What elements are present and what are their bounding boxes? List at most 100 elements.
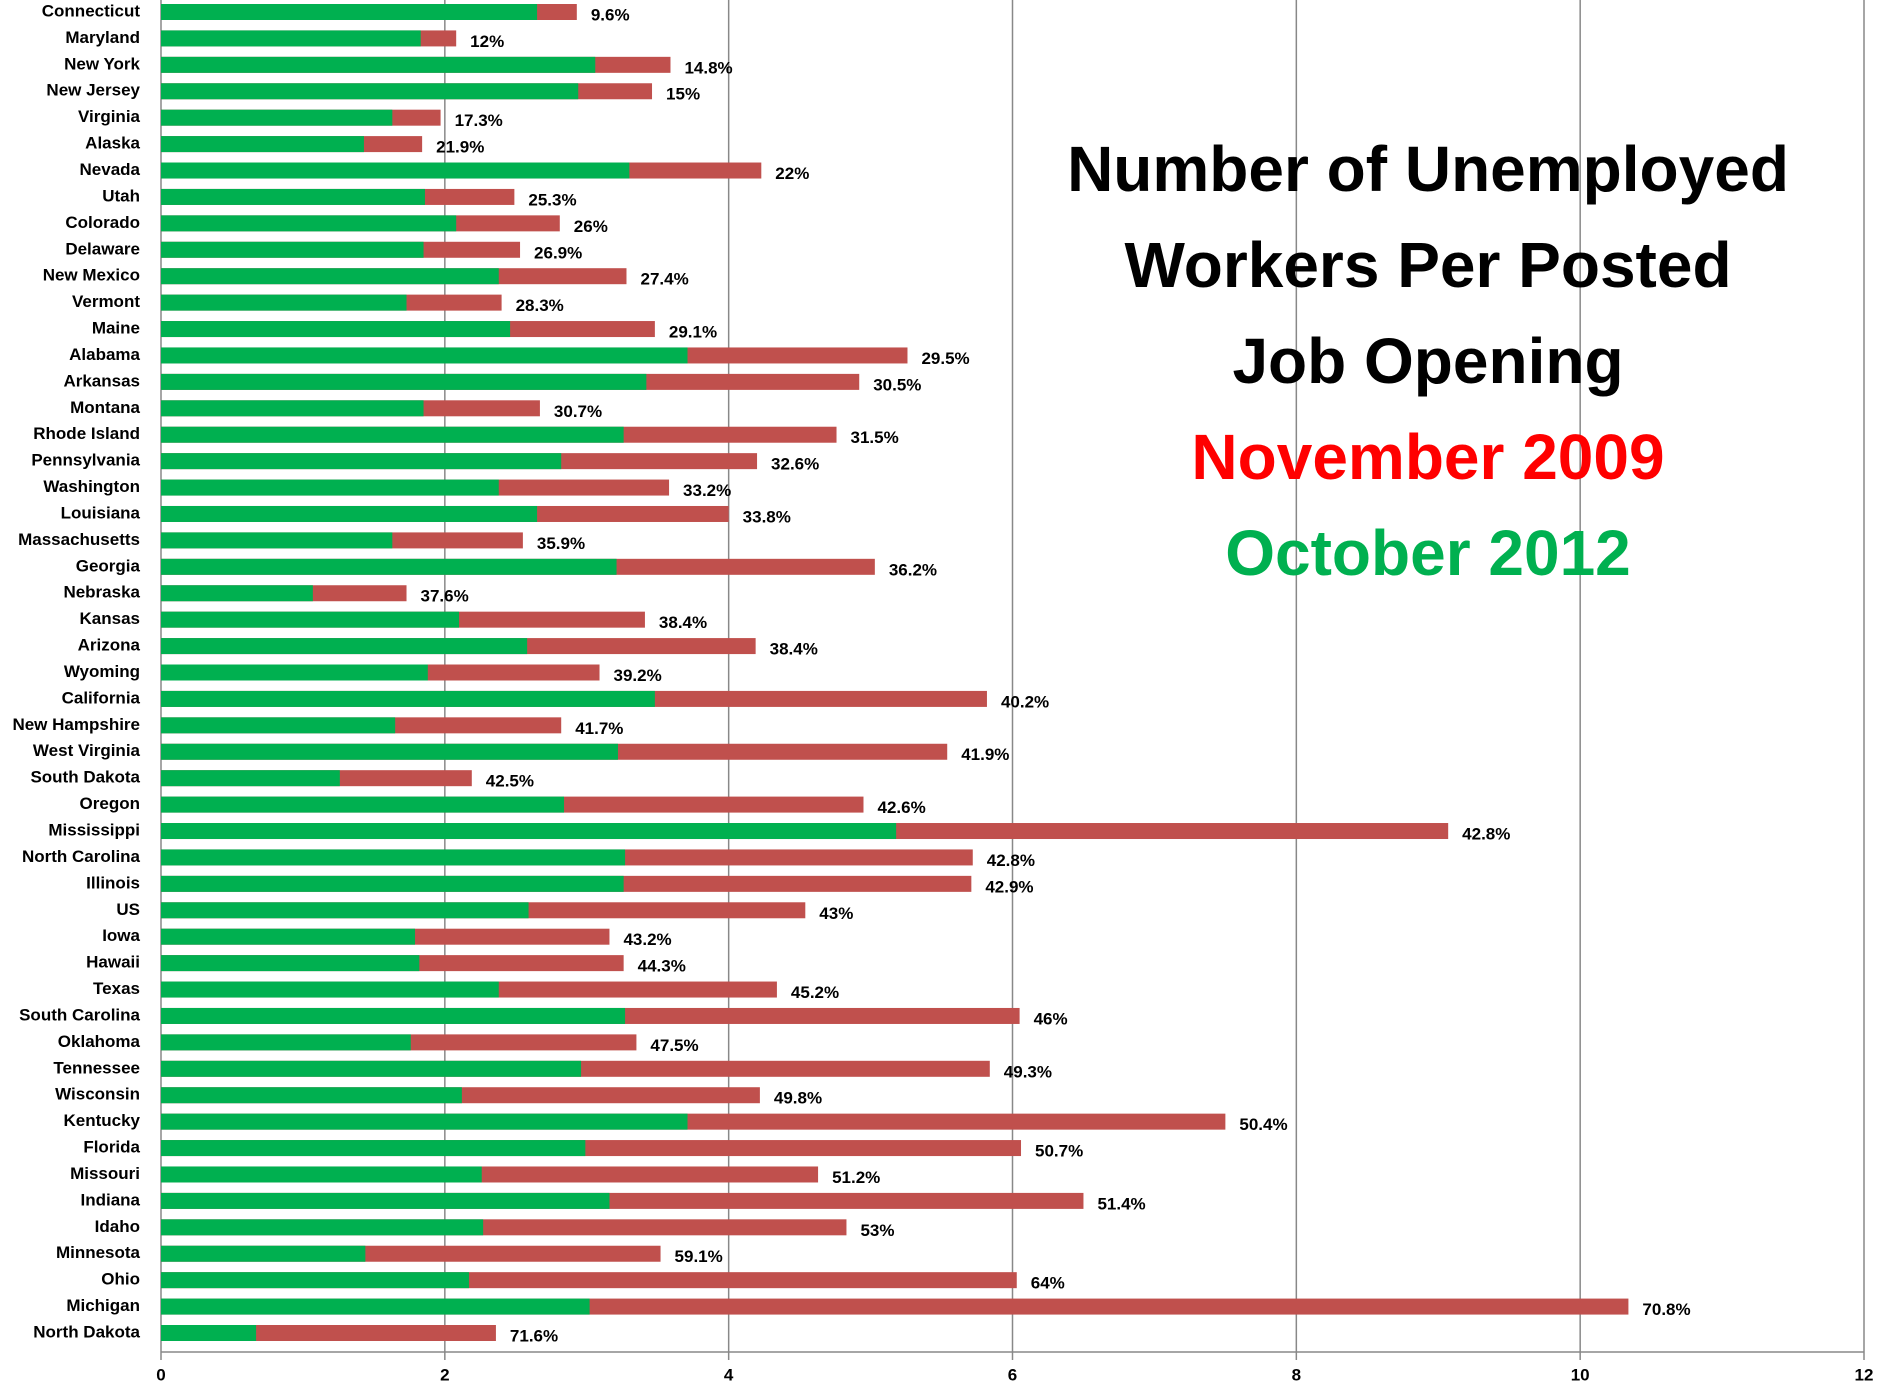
y-tick-label: West Virginia (33, 741, 141, 760)
annotation: 45.2% (791, 983, 839, 1002)
x-tick-label: 0 (156, 1365, 165, 1383)
x-tick-label: 12 (1855, 1365, 1874, 1383)
y-tick-label: Louisiana (61, 503, 141, 522)
annotation: 39.2% (614, 666, 662, 685)
y-tick-label: Vermont (72, 292, 140, 311)
bar (161, 294, 407, 311)
annotation: 38.4% (770, 640, 818, 659)
y-tick-label: New Hampshire (12, 715, 140, 734)
annotation: 42.9% (985, 877, 1033, 896)
y-tick-label: Kentucky (63, 1111, 140, 1130)
y-tick-label: Alabama (69, 345, 140, 364)
y-tick-label: Nevada (80, 160, 141, 179)
y-tick-label: Arkansas (63, 371, 140, 390)
annotation: 42.5% (486, 772, 534, 791)
y-tick-label: Florida (83, 1138, 140, 1157)
bar (161, 585, 313, 602)
bar (161, 558, 617, 575)
annotation: 35.9% (537, 534, 585, 553)
bar (161, 743, 618, 760)
annotation: 14.8% (684, 58, 732, 77)
annotation: 43.2% (623, 930, 671, 949)
y-tick-label: Michigan (66, 1296, 140, 1315)
bar (161, 1166, 482, 1183)
y-tick-label: Massachusetts (18, 530, 140, 549)
annotation: 28.3% (516, 296, 564, 315)
annotation: 32.6% (771, 455, 819, 474)
y-tick-label: Illinois (86, 873, 140, 892)
bar (161, 1245, 366, 1262)
annotation: 15% (666, 85, 700, 104)
y-tick-label: North Carolina (22, 847, 141, 866)
y-tick-label: US (116, 900, 140, 919)
annotation: 47.5% (650, 1036, 698, 1055)
y-tick-label: Idaho (95, 1217, 140, 1236)
bar (161, 188, 425, 205)
y-tick-label: Wyoming (64, 662, 140, 681)
annotation: 44.3% (638, 957, 686, 976)
annotation: 33.2% (683, 481, 731, 500)
annotation: 50.4% (1239, 1115, 1287, 1134)
annotation: 38.4% (659, 613, 707, 632)
annotation: 46% (1034, 1009, 1068, 1028)
annotation: 26% (574, 217, 608, 236)
bar (161, 1060, 582, 1077)
annotation: 26.9% (534, 243, 582, 262)
x-tick-label: 4 (724, 1365, 734, 1383)
bar (161, 849, 626, 866)
y-tick-label: Maine (92, 319, 140, 338)
annotation: 25.3% (528, 190, 576, 209)
bar (161, 241, 424, 258)
y-tick-label: Rhode Island (33, 424, 140, 443)
y-tick-label: Wisconsin (55, 1085, 140, 1104)
annotation: 30.7% (554, 402, 602, 421)
y-tick-label: Washington (43, 477, 140, 496)
x-tick-label: 6 (1008, 1365, 1017, 1383)
annotation: 27.4% (640, 270, 688, 289)
annotation: 71.6% (510, 1326, 558, 1345)
y-tick-label: New Jersey (46, 81, 140, 100)
chart-title: Job Opening (1232, 325, 1623, 397)
annotation: 37.6% (421, 587, 469, 606)
annotation: 29.5% (921, 349, 969, 368)
annotation: 21.9% (436, 138, 484, 157)
bar (161, 717, 396, 734)
bar (161, 505, 538, 522)
bar (161, 268, 499, 285)
y-tick-label: Montana (70, 398, 140, 417)
annotation: 42.6% (877, 798, 925, 817)
y-tick-label: Oklahoma (58, 1032, 141, 1051)
annotation: 29.1% (669, 323, 717, 342)
bar (161, 347, 688, 364)
annotation: 31.5% (851, 428, 899, 447)
bar (161, 770, 340, 787)
y-tick-label: Kansas (80, 609, 140, 628)
y-tick-label: New York (64, 54, 140, 73)
annotation: 12% (470, 32, 504, 51)
annotation: 49.3% (1004, 1062, 1052, 1081)
y-tick-label: Pennsylvania (31, 451, 140, 470)
bar (161, 796, 565, 813)
bar (161, 109, 393, 126)
bar (161, 321, 511, 338)
y-tick-label: Indiana (80, 1190, 140, 1209)
y-tick-label: California (62, 688, 141, 707)
bar (161, 611, 460, 628)
y-tick-label: Utah (102, 186, 140, 205)
bar (161, 426, 624, 443)
y-tick-label: Missouri (70, 1164, 140, 1183)
bar (161, 638, 528, 655)
annotation: 53% (860, 1221, 894, 1240)
bar (161, 373, 647, 390)
y-tick-label: Delaware (65, 239, 140, 258)
bar (161, 1325, 257, 1341)
bar (161, 4, 538, 20)
annotation: 33.8% (743, 507, 791, 526)
annotation: 17.3% (455, 111, 503, 130)
y-tick-label: Tennessee (53, 1058, 140, 1077)
y-tick-label: Hawaii (86, 953, 140, 972)
annotation: 51.2% (832, 1168, 880, 1187)
y-tick-label: Alaska (85, 134, 140, 153)
annotation: 59.1% (675, 1247, 723, 1266)
